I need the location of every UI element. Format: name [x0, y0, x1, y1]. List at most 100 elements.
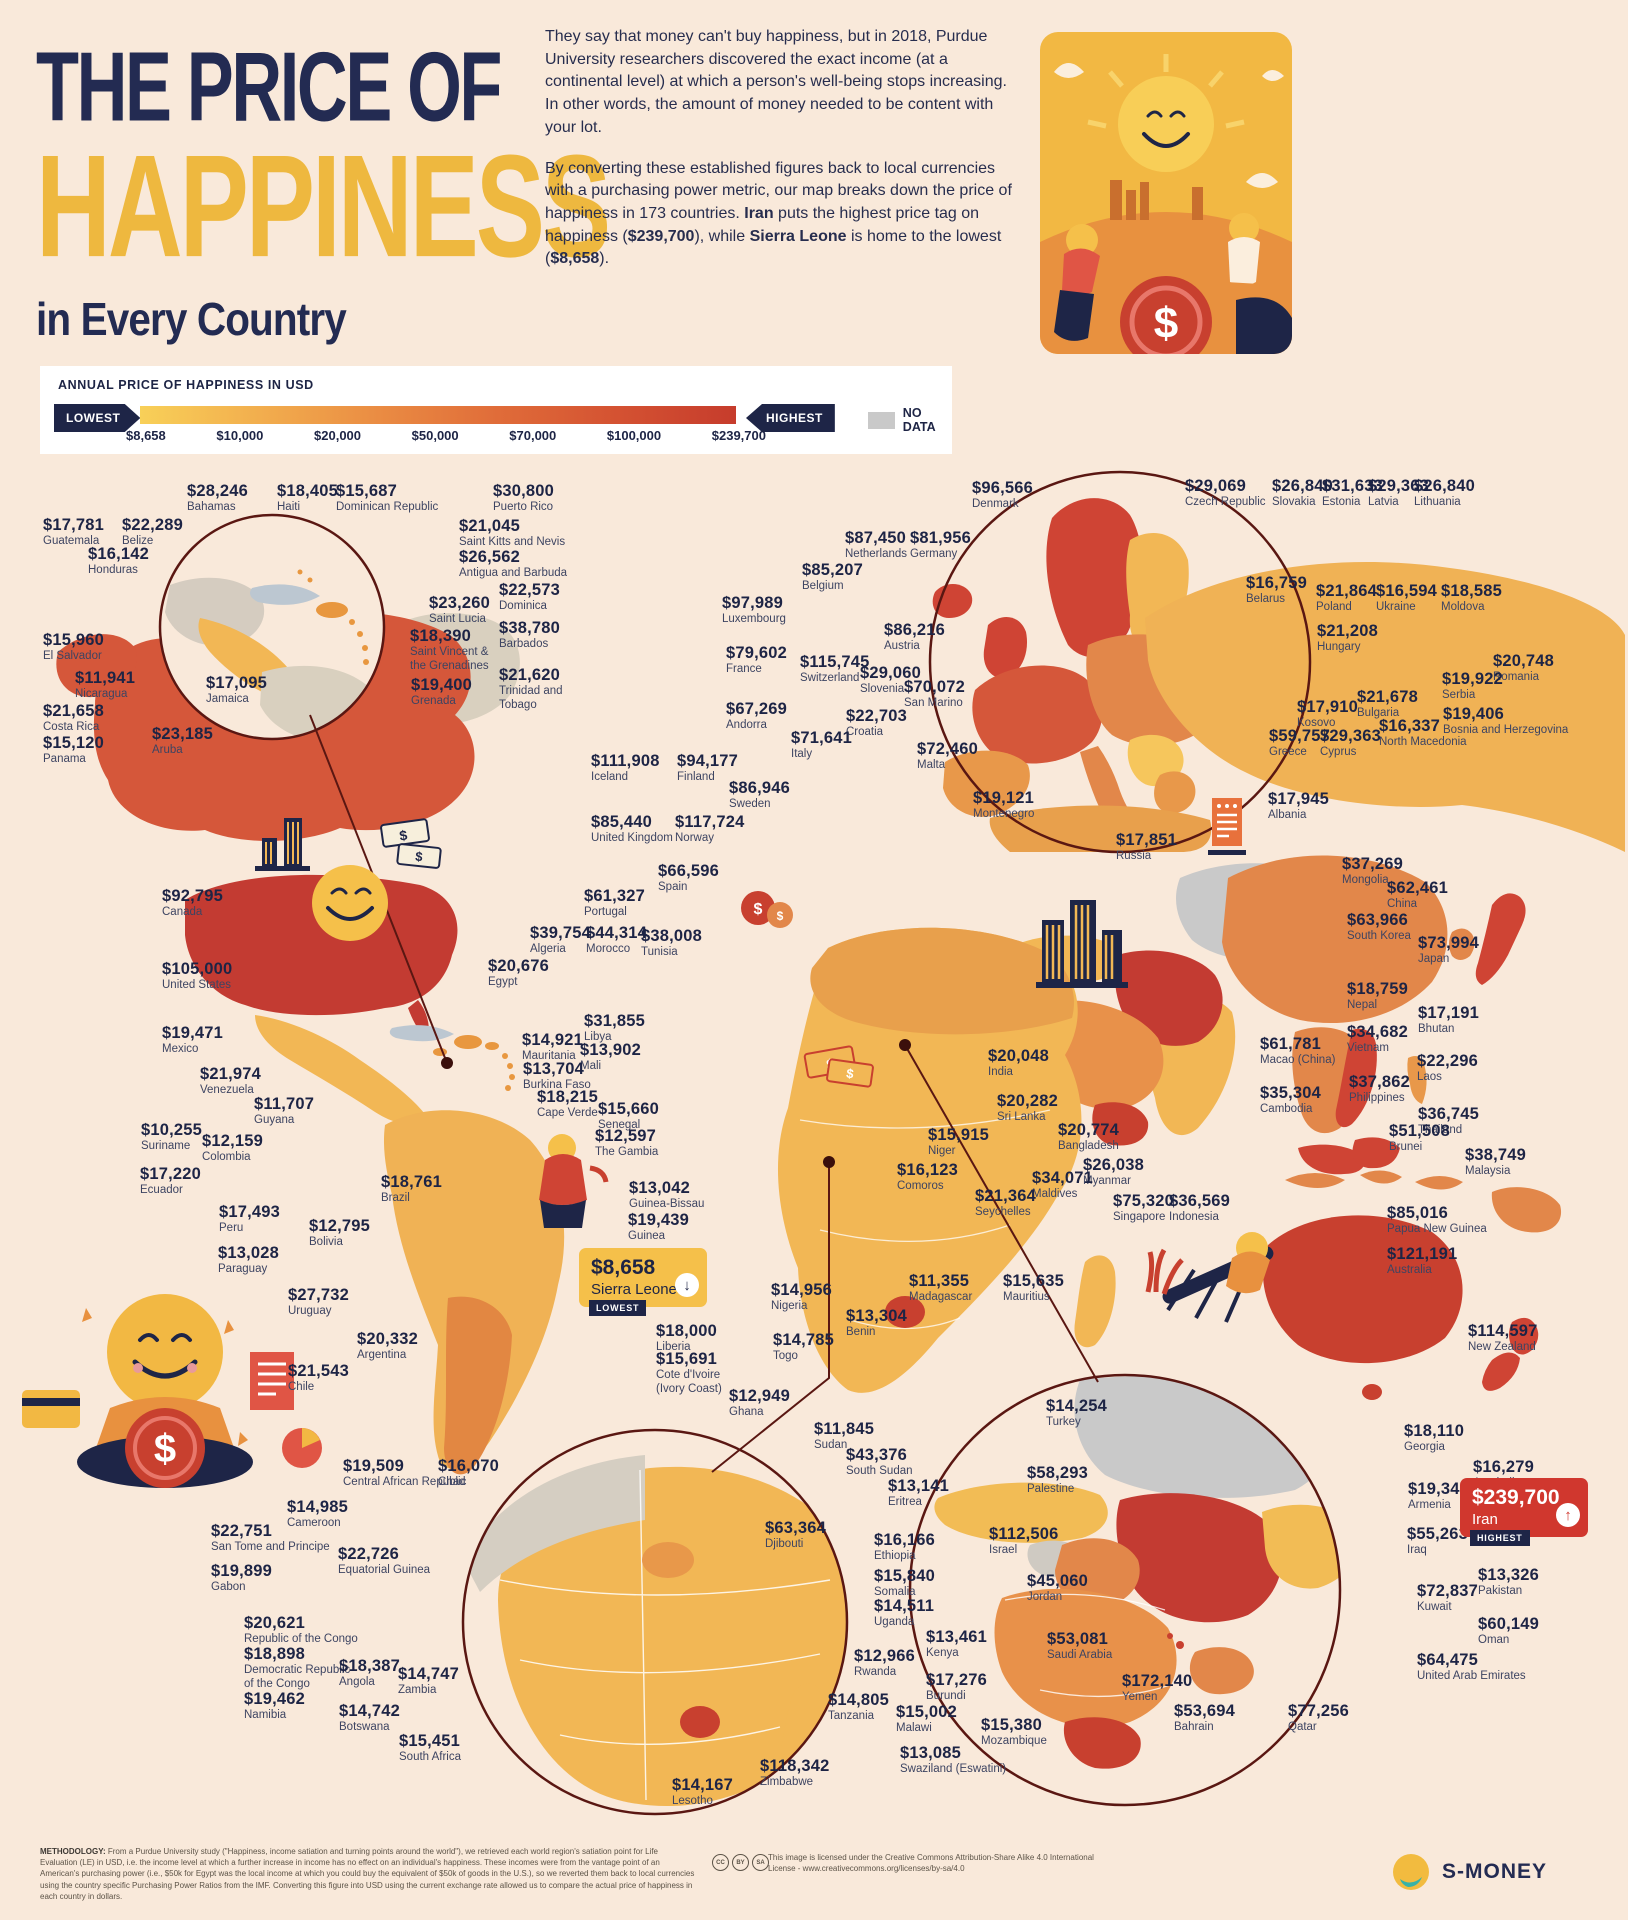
country-price: $72,837	[1417, 1582, 1479, 1600]
country-price: $18,759	[1347, 980, 1409, 998]
country-price: $23,260	[429, 594, 491, 612]
country-name: Bosnia and Herzegovina	[1443, 724, 1569, 737]
country-name: Peru	[219, 1222, 244, 1235]
country-name: Kenya	[926, 1647, 959, 1660]
country-name: Maldives	[1032, 1188, 1078, 1201]
country-label: $121,191 Australia	[1387, 1245, 1457, 1278]
country-price: $19,899	[211, 1562, 273, 1580]
country-label: $13,028 Paraguay	[218, 1244, 279, 1277]
country-label: $61,781 Macao (China)	[1260, 1035, 1335, 1068]
country-price: $12,795	[309, 1217, 371, 1235]
country-label: $18,405 Haiti	[277, 482, 338, 515]
country-name: Cameroon	[287, 1517, 341, 1530]
country-name: Haiti	[277, 501, 301, 514]
country-name: Ghana	[729, 1406, 764, 1419]
country-price: $77,256	[1288, 1702, 1350, 1720]
country-price: $26,038	[1083, 1156, 1145, 1174]
country-price: $114,597	[1468, 1322, 1538, 1340]
country-price: $26,562	[459, 548, 521, 566]
country-name: Guatemala	[43, 535, 100, 548]
country-name: Brunei	[1389, 1141, 1423, 1154]
country-name: Philippines	[1349, 1092, 1405, 1105]
country-name: Mexico	[162, 1043, 199, 1056]
country-price: $17,095	[206, 674, 268, 692]
country-name: Mongolia	[1342, 874, 1389, 887]
cc-license-icon: SA	[752, 1854, 769, 1871]
country-name: Brazil	[381, 1192, 410, 1205]
country-name: Pakistan	[1478, 1585, 1523, 1598]
country-name: Zambia	[398, 1684, 437, 1697]
country-label: $45,060 Jordan	[1027, 1572, 1088, 1605]
country-name: San Marino	[904, 697, 963, 710]
country-price: $39,754	[530, 924, 592, 942]
country-price: $12,159	[202, 1132, 264, 1150]
country-price: $62,461	[1387, 879, 1449, 897]
country-name: New Zealand	[1468, 1341, 1536, 1354]
country-label: $96,566 Denmark	[972, 479, 1033, 512]
country-label: $15,960 El Salvador	[43, 631, 104, 664]
country-label: $15,451 South Africa	[399, 1732, 461, 1765]
country-name: Bahrain	[1174, 1721, 1214, 1734]
license-text: This image is licensed under the Creativ…	[768, 1853, 1094, 1874]
country-name: Madagascar	[909, 1291, 973, 1304]
country-name: Mauritius	[1003, 1291, 1050, 1304]
country-label: $15,120 Panama	[43, 734, 104, 767]
country-price: $18,390	[410, 627, 472, 645]
country-label: $172,140 Yemen	[1122, 1672, 1192, 1705]
country-price: $14,785	[773, 1331, 835, 1349]
country-label: $29,363 Cyprus	[1320, 727, 1381, 760]
country-label: $18,215 Cape Verde	[537, 1088, 599, 1121]
country-label: $66,596 Spain	[658, 862, 719, 895]
country-price: $86,216	[884, 621, 946, 639]
country-price: $13,704	[523, 1060, 585, 1078]
country-price: $35,304	[1260, 1084, 1322, 1102]
country-name: The Gambia	[595, 1146, 659, 1159]
country-price: $16,279	[1473, 1458, 1535, 1476]
country-price: $18,898	[244, 1645, 306, 1663]
country-label: $35,304 Cambodia	[1260, 1084, 1322, 1117]
country-name: Dominica	[499, 600, 547, 613]
country-name: Italy	[791, 748, 813, 761]
country-price: $18,215	[537, 1088, 599, 1106]
country-name: Austria	[884, 640, 920, 653]
country-price: $15,002	[896, 1703, 958, 1721]
country-name: Somalia	[874, 1586, 916, 1599]
country-label: $27,732 Uruguay	[288, 1286, 350, 1319]
country-label: $31,855 Libya	[584, 1012, 645, 1045]
country-name: Swaziland (Eswatini)	[900, 1763, 1007, 1776]
country-label: $72,460 Malta	[917, 740, 978, 773]
legend-tick: $50,000	[411, 428, 459, 443]
country-name: Croatia	[846, 726, 884, 739]
country-name: Colombia	[202, 1151, 251, 1164]
country-price: $21,620	[499, 666, 561, 684]
svg-text:$: $	[154, 1427, 176, 1471]
country-price: $22,573	[499, 581, 561, 599]
country-price: $21,543	[288, 1362, 350, 1380]
country-name: Saint Kitts and Nevis	[459, 536, 566, 549]
country-name: Antigua and Barbuda	[459, 567, 568, 580]
country-price: $14,921	[522, 1031, 584, 1049]
country-price: $13,085	[900, 1744, 962, 1762]
country-name: Democratic Republic of the Congo	[244, 1664, 351, 1690]
country-name: Estonia	[1322, 496, 1361, 509]
country-price: $16,337	[1379, 717, 1441, 735]
country-price: $21,364	[975, 1187, 1037, 1205]
country-label: $97,989 Luxembourg	[722, 594, 786, 627]
country-price: $27,732	[288, 1286, 350, 1304]
country-name: Nicaragua	[75, 688, 128, 701]
country-name: Myanmar	[1083, 1175, 1131, 1188]
country-label: $53,081 Saudi Arabia	[1047, 1630, 1112, 1663]
methodology-body: From a Purdue University study ("Happine…	[40, 1847, 695, 1901]
highest-price: $239,700	[1472, 1486, 1560, 1509]
country-name: Bahamas	[187, 501, 236, 514]
country-label: $14,805 Tanzania	[828, 1691, 889, 1724]
country-label: $17,781 Guatemala	[43, 516, 104, 549]
country-label: $53,694 Bahrain	[1174, 1702, 1235, 1735]
country-name: Romania	[1493, 671, 1540, 684]
country-label: $22,751 San Tome and Principe	[211, 1522, 330, 1555]
country-label: $87,450 Netherlands	[845, 529, 907, 562]
country-label: $22,703 Croatia	[846, 707, 907, 740]
country-label: $117,724 Norway	[675, 813, 745, 846]
country-name: Georgia	[1404, 1441, 1445, 1454]
intro-paragraph-1: They say that money can't buy happiness,…	[545, 28, 1007, 136]
